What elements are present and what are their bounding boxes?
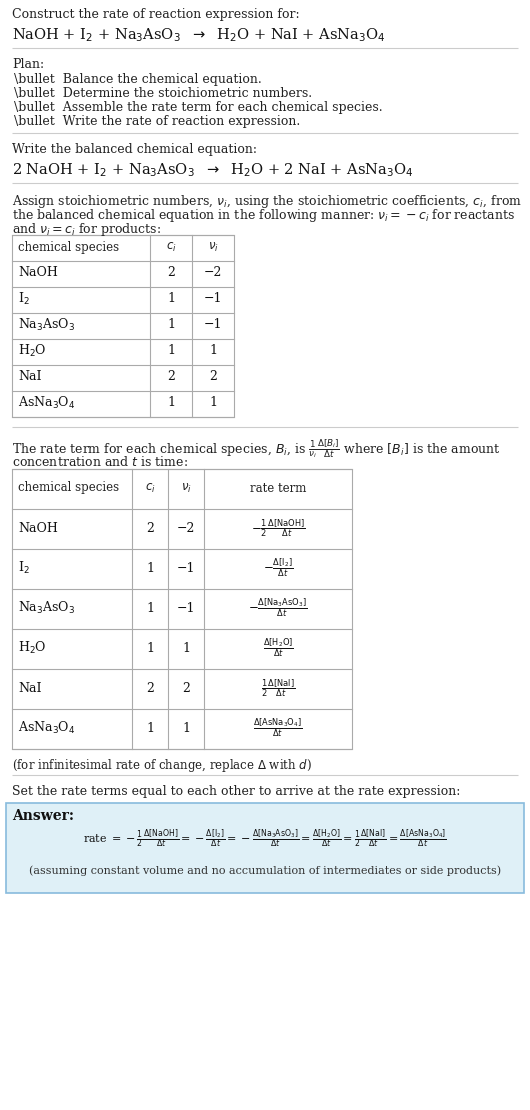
Text: I$_2$: I$_2$: [18, 559, 30, 576]
Text: 2 NaOH + I$_2$ + Na$_3$AsO$_3$  $\rightarrow$  H$_2$O + 2 NaI + AsNa$_3$O$_4$: 2 NaOH + I$_2$ + Na$_3$AsO$_3$ $\rightar…: [12, 161, 413, 179]
Bar: [12, 470, 352, 749]
Text: $\frac{1}{2}\frac{\Delta[\mathrm{NaI}]}{\Delta t}$: $\frac{1}{2}\frac{\Delta[\mathrm{NaI}]}{…: [261, 677, 295, 699]
Text: AsNa$_3$O$_4$: AsNa$_3$O$_4$: [18, 720, 75, 736]
Text: Write the balanced chemical equation:: Write the balanced chemical equation:: [12, 143, 257, 157]
Text: NaOH: NaOH: [18, 522, 58, 535]
Text: 1: 1: [167, 396, 175, 410]
Text: I$_2$: I$_2$: [18, 291, 30, 307]
Text: The rate term for each chemical species, $B_i$, is $\frac{1}{\nu_i}\frac{\Delta[: The rate term for each chemical species,…: [12, 437, 501, 460]
Text: −1: −1: [176, 562, 195, 575]
Text: \bullet  Balance the chemical equation.: \bullet Balance the chemical equation.: [14, 73, 262, 85]
Text: \bullet  Assemble the rate term for each chemical species.: \bullet Assemble the rate term for each …: [14, 101, 383, 114]
Text: $\frac{\Delta[\mathrm{AsNa_3O_4}]}{\Delta t}$: $\frac{\Delta[\mathrm{AsNa_3O_4}]}{\Delt…: [253, 717, 303, 739]
Text: $-\frac{1}{2}\frac{\Delta[\mathrm{NaOH}]}{\Delta t}$: $-\frac{1}{2}\frac{\Delta[\mathrm{NaOH}]…: [251, 517, 305, 538]
Text: concentration and $t$ is time:: concentration and $t$ is time:: [12, 455, 188, 470]
Text: 1: 1: [167, 293, 175, 305]
Text: $-\frac{\Delta[\mathrm{Na_3AsO_3}]}{\Delta t}$: $-\frac{\Delta[\mathrm{Na_3AsO_3}]}{\Del…: [248, 597, 308, 619]
Text: 1: 1: [182, 722, 190, 735]
Text: (for infinitesimal rate of change, replace $\Delta$ with $d$): (for infinitesimal rate of change, repla…: [12, 757, 312, 774]
Text: \bullet  Determine the stoichiometric numbers.: \bullet Determine the stoichiometric num…: [14, 87, 312, 100]
Text: $c_i$: $c_i$: [166, 241, 176, 253]
Text: and $\nu_i = c_i$ for products:: and $\nu_i = c_i$ for products:: [12, 221, 161, 238]
Text: 1: 1: [167, 344, 175, 357]
Text: $\nu_i$: $\nu_i$: [181, 482, 191, 495]
Text: $-\frac{\Delta[\mathrm{I_2}]}{\Delta t}$: $-\frac{\Delta[\mathrm{I_2}]}{\Delta t}$: [263, 557, 293, 579]
Text: Na$_3$AsO$_3$: Na$_3$AsO$_3$: [18, 317, 75, 333]
Text: −1: −1: [204, 293, 222, 305]
Text: Answer:: Answer:: [12, 809, 74, 823]
Text: NaOH + I$_2$ + Na$_3$AsO$_3$  $\rightarrow$  H$_2$O + NaI + AsNa$_3$O$_4$: NaOH + I$_2$ + Na$_3$AsO$_3$ $\rightarro…: [12, 26, 386, 43]
Text: 2: 2: [182, 682, 190, 695]
Text: −2: −2: [204, 266, 222, 280]
Text: rate term: rate term: [250, 482, 306, 494]
Text: 1: 1: [146, 722, 154, 735]
Text: chemical species: chemical species: [18, 482, 119, 494]
Bar: [6, 803, 524, 894]
Text: −1: −1: [204, 319, 222, 332]
Text: NaOH: NaOH: [18, 266, 58, 280]
Text: $\frac{\Delta[\mathrm{H_2O}]}{\Delta t}$: $\frac{\Delta[\mathrm{H_2O}]}{\Delta t}$: [263, 637, 293, 659]
Text: $c_i$: $c_i$: [145, 482, 155, 495]
Text: −2: −2: [177, 522, 195, 535]
Text: 2: 2: [167, 371, 175, 383]
Text: Set the rate terms equal to each other to arrive at the rate expression:: Set the rate terms equal to each other t…: [12, 785, 461, 798]
Text: $\nu_i$: $\nu_i$: [208, 241, 218, 253]
Text: 1: 1: [167, 319, 175, 332]
Text: −1: −1: [176, 602, 195, 615]
Text: 2: 2: [146, 522, 154, 535]
Text: chemical species: chemical species: [18, 241, 119, 253]
Text: Na$_3$AsO$_3$: Na$_3$AsO$_3$: [18, 599, 75, 616]
Text: \bullet  Write the rate of reaction expression.: \bullet Write the rate of reaction expre…: [14, 115, 301, 128]
Text: 1: 1: [146, 562, 154, 575]
Text: 1: 1: [146, 602, 154, 615]
Text: 1: 1: [209, 396, 217, 410]
Text: (assuming constant volume and no accumulation of intermediates or side products): (assuming constant volume and no accumul…: [29, 866, 501, 876]
Text: 1: 1: [146, 642, 154, 655]
Text: 2: 2: [209, 371, 217, 383]
Text: Assign stoichiometric numbers, $\nu_i$, using the stoichiometric coefficients, $: Assign stoichiometric numbers, $\nu_i$, …: [12, 193, 522, 210]
Text: 2: 2: [167, 266, 175, 280]
Text: Plan:: Plan:: [12, 58, 44, 71]
Text: NaI: NaI: [18, 682, 41, 695]
Text: Construct the rate of reaction expression for:: Construct the rate of reaction expressio…: [12, 8, 299, 21]
Text: 1: 1: [182, 642, 190, 655]
Text: AsNa$_3$O$_4$: AsNa$_3$O$_4$: [18, 395, 75, 411]
Text: the balanced chemical equation in the following manner: $\nu_i = -c_i$ for react: the balanced chemical equation in the fo…: [12, 206, 515, 224]
Text: 2: 2: [146, 682, 154, 695]
Text: H$_2$O: H$_2$O: [18, 640, 47, 656]
Text: H$_2$O: H$_2$O: [18, 343, 47, 359]
Text: rate $= -\frac{1}{2}\frac{\Delta[\mathrm{NaOH}]}{\Delta t} = -\frac{\Delta[\math: rate $= -\frac{1}{2}\frac{\Delta[\mathrm…: [83, 828, 447, 850]
Text: 1: 1: [209, 344, 217, 357]
Text: NaI: NaI: [18, 371, 41, 383]
Bar: [12, 235, 234, 417]
